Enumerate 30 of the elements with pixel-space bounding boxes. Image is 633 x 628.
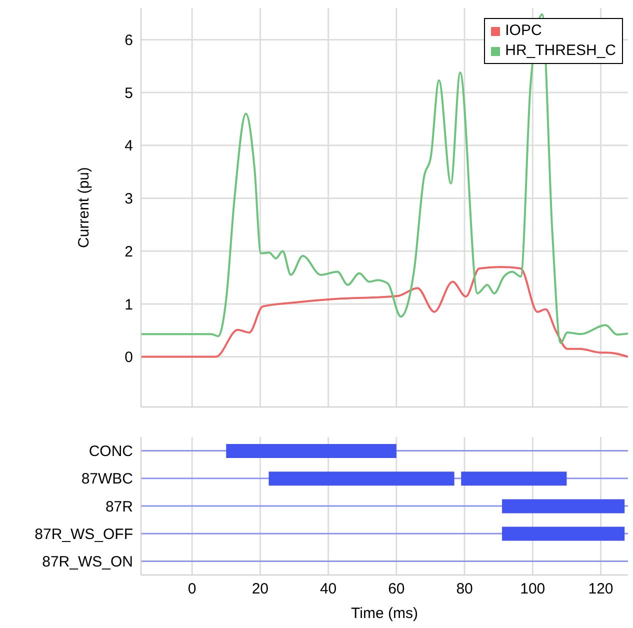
x-tick-label: 60	[388, 580, 405, 598]
bar	[268, 472, 454, 486]
y-tick-label: 87R_WS_OFF	[34, 526, 133, 543]
bar	[461, 472, 567, 486]
y-tick-label: 87R	[105, 498, 134, 516]
x-tick-label: 40	[320, 580, 337, 598]
legend-label: IOPC	[505, 21, 542, 41]
line-series	[141, 266, 628, 358]
y-tick-label: 4	[124, 138, 133, 155]
y-tick-label: 6	[124, 32, 133, 50]
x-tick-label: 100	[520, 580, 546, 598]
x-tick-label: 0	[188, 580, 196, 598]
x-tick-label: 120	[588, 580, 614, 598]
y-tick-label: 3	[124, 190, 133, 208]
y-tick-label: 5	[124, 84, 133, 102]
bar	[226, 444, 396, 458]
y-axis-title: Current (pu)	[75, 167, 92, 248]
legend-label: HR_THRESH_C	[505, 41, 616, 61]
bar	[502, 526, 625, 541]
bar	[502, 499, 625, 514]
y-tick-label: 87WBC	[81, 470, 134, 488]
y-tick-label: 2	[124, 243, 133, 260]
line-series	[141, 13, 628, 344]
y-tick-label: CONC	[88, 443, 134, 460]
y-tick-label: 1	[124, 296, 133, 314]
y-tick-label: 0	[124, 349, 133, 366]
x-axis-title: Time (ms)	[351, 605, 418, 622]
y-tick-label: 87R_WS_ON	[42, 554, 133, 571]
x-tick-label: 80	[456, 580, 473, 598]
x-tick-label: 20	[252, 580, 269, 598]
